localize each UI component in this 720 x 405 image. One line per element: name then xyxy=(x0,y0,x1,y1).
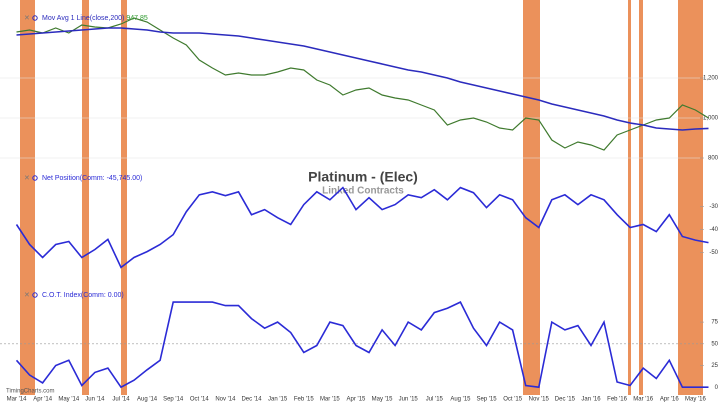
x-tick-label: Sep '14 xyxy=(163,397,184,403)
legend-swatch xyxy=(32,15,38,21)
signal-band xyxy=(639,0,643,395)
x-tick-label: Jan '15 xyxy=(268,397,288,403)
signal-band xyxy=(523,0,540,395)
x-tick-label: Oct '14 xyxy=(190,397,209,403)
signal-band xyxy=(628,0,631,395)
legend-label: Mov Avg 1 Line(close,200) xyxy=(42,15,124,22)
x-tick-label: Oct '15 xyxy=(503,397,522,403)
legend-swatch xyxy=(32,292,38,298)
x-tick-label: Feb '15 xyxy=(294,397,314,403)
y-tick-label: 25 xyxy=(711,363,718,369)
y-tick-label: 75 xyxy=(711,320,718,326)
legend-swatch xyxy=(32,175,38,181)
x-tick-label: Dec '15 xyxy=(555,397,576,403)
legend-close-icon: ✕ xyxy=(24,175,30,182)
series-line xyxy=(16,27,709,131)
signal-band xyxy=(82,0,89,395)
watermark: TimingCharts.com xyxy=(6,389,54,395)
x-tick-label: May '16 xyxy=(685,397,706,403)
legend-value: 947.85 xyxy=(126,15,148,22)
x-tick-label: Jan '16 xyxy=(581,397,601,403)
x-tick-label: Jun '15 xyxy=(399,397,419,403)
x-tick-label: Sep '15 xyxy=(476,397,497,403)
chart-subtitle: Linked Contracts xyxy=(322,186,404,197)
series-line xyxy=(16,17,709,151)
y-tick-label: 50 xyxy=(711,341,718,347)
signal-band xyxy=(20,0,35,395)
x-tick-label: Apr '15 xyxy=(347,397,366,403)
x-tick-label: Aug '15 xyxy=(450,397,471,403)
legend-label: Net Position(Comm: -45,745.00) xyxy=(42,175,142,182)
chart-title: Platinum - (Elec) xyxy=(308,169,418,185)
x-tick-label: Nov '14 xyxy=(215,397,236,403)
y-tick-label: -30 xyxy=(709,204,718,210)
x-tick-label: Mar '16 xyxy=(633,397,653,403)
x-tick-label: Apr '14 xyxy=(33,397,52,403)
x-tick-label: Jun '14 xyxy=(85,397,105,403)
signal-band xyxy=(121,0,127,395)
x-tick-label: Feb '16 xyxy=(607,397,627,403)
y-tick-label: -50 xyxy=(709,250,718,256)
x-tick-label: Apr '16 xyxy=(660,397,679,403)
y-tick-label: 1,000 xyxy=(703,116,719,122)
x-tick-label: Jul '14 xyxy=(112,397,130,403)
y-tick-label: 1,200 xyxy=(703,76,719,82)
legend-close-icon: ✕ xyxy=(24,292,30,299)
x-tick-label: Nov '15 xyxy=(529,397,550,403)
x-tick-label: Aug '14 xyxy=(137,397,158,403)
x-tick-label: Mar '14 xyxy=(7,397,27,403)
x-tick-label: May '14 xyxy=(58,397,79,403)
legend-label: C.O.T. Index(Comm: 0.00) xyxy=(42,292,124,299)
series-line xyxy=(15,301,709,389)
x-tick-label: Dec '14 xyxy=(241,397,262,403)
y-tick-label: -40 xyxy=(709,227,718,233)
legend-close-icon: ✕ xyxy=(24,15,30,22)
x-tick-label: May '15 xyxy=(372,397,393,403)
y-tick-label: 0 xyxy=(715,385,719,391)
y-tick-label: 800 xyxy=(708,156,719,162)
signal-band xyxy=(678,0,703,395)
x-tick-label: Jul '15 xyxy=(426,397,444,403)
series-line xyxy=(15,186,709,269)
x-tick-label: Mar '15 xyxy=(320,397,340,403)
